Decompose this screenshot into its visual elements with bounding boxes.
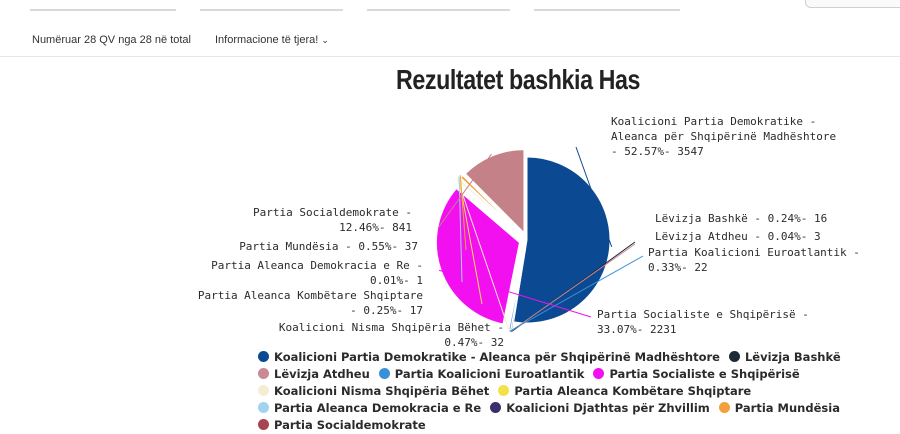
legend-item-partia-mundesia[interactable]: Partia Mundësia <box>718 400 840 417</box>
legend-item-koalicioni-partia-demokratike-aleanca-per-shqiperine-madheshtore[interactable]: Koalicioni Partia Demokratike - Aleanca … <box>258 349 720 366</box>
slice-label: Partia Koalicioni Euroatlantik - 0.33%- 2… <box>648 246 860 274</box>
legend-item-partia-aleanca-demokracia-e-re[interactable]: Partia Aleanca Demokracia e Re <box>258 400 481 417</box>
slice-label-line: Partia Aleanca Kombëtare Shqiptare <box>198 289 423 302</box>
legend-label: Partia Aleanca Demokracia e Re <box>274 401 482 415</box>
more-info-label: Informacione të tjera! <box>215 34 319 46</box>
slice-label-line: Partia Socialdemokrate - <box>253 206 412 219</box>
legend-item-levizja-atdheu[interactable]: Lëvizja Atdheu <box>258 366 370 383</box>
legend-dot-icon <box>258 385 269 396</box>
label-connector <box>510 243 636 332</box>
more-info-dropdown[interactable]: Informacione të tjera! ⌄ <box>215 34 329 46</box>
legend-label: Koalicioni Djathtas për Zhvillim <box>506 401 710 415</box>
slice-label: Partia Aleanca Kombëtare Shqiptare - 0.25… <box>198 289 423 317</box>
legend-label: Partia Socialdemokrate <box>274 418 426 432</box>
legend-dot-icon <box>258 419 269 430</box>
legend-item-partia-socialdemokrate[interactable]: Partia Socialdemokrate <box>258 417 426 434</box>
slice-label-line: Partia Mundësia - 0.55%- 37 <box>239 240 418 253</box>
legend-label: Koalicioni Nisma Shqipëria Bëhet <box>274 384 490 398</box>
top-navigation-bar: Numëruar 28 QV nga 28 në total Informaci… <box>0 0 900 57</box>
slice-labels: Koalicioni Partia Demokratike - Aleanca p… <box>198 115 860 349</box>
tab-underline <box>30 9 176 11</box>
legend-item-koalicioni-djathtas-per-zhvillim[interactable]: Koalicioni Djathtas për Zhvillim <box>490 400 710 417</box>
legend-label: Lëvizja Atdheu <box>274 367 370 381</box>
slice-label-line: - 52.57%- 3547 <box>611 145 704 158</box>
slice-label-line: Partia Aleanca Demokracia e Re - <box>211 259 423 272</box>
label-connector <box>438 269 592 318</box>
slice-label: Koalicioni Partia Demokratike - Aleanca p… <box>611 115 836 158</box>
legend-row: Lëvizja Atdheu Partia Koalicioni Euroatla… <box>258 366 858 383</box>
label-connector <box>459 175 467 251</box>
legend-label: Partia Aleanca Kombëtare Shqiptare <box>514 384 752 398</box>
slice-label-line: 33.07%- 2231 <box>597 323 676 336</box>
legend-label: Partia Socialiste e Shqipërisë <box>609 367 800 381</box>
slice-label: Koalicioni Nisma Shqipëria Bëhet - 0.47%-… <box>279 321 504 349</box>
slice-label: Partia Aleanca Demokracia e Re - 0.01%- 1 <box>211 259 423 287</box>
legend-dot-icon <box>378 368 390 379</box>
label-connector <box>575 146 613 248</box>
slice-label: Lëvizja Atdheu - 0.04%- 3 <box>655 230 821 243</box>
pie-slice-koalicioni-partia-demokratike-aleanca-per-shqiperine-madheshtore[interactable] <box>513 156 611 324</box>
legend-item-koalicioni-nisma-shqiperia-behet[interactable]: Koalicioni Nisma Shqipëria Bëhet <box>258 383 489 400</box>
legend-dot-icon <box>258 402 269 413</box>
slice-label-line: 0.01%- 1 <box>370 274 423 287</box>
legend-dot-icon <box>718 402 730 413</box>
legend-dot-icon <box>258 351 269 362</box>
legend-label: Koalicioni Partia Demokratike - Aleanca … <box>274 350 720 364</box>
legend-item-partia-socialiste-e-shqiperise[interactable]: Partia Socialiste e Shqipërisë <box>593 366 800 383</box>
legend-dot-icon <box>498 385 510 396</box>
slice-label-line: 0.47%- 32 <box>444 336 504 349</box>
counted-stations-text: Numëruar 28 QV nga 28 në total <box>32 34 191 46</box>
tab-underline <box>534 9 680 11</box>
legend-item-levizja-bashke[interactable]: Lëvizja Bashkë <box>728 349 841 366</box>
legend-row: Koalicioni Partia Demokratike - Aleanca … <box>258 349 858 366</box>
chart-title: Rezultatet bashkia Has <box>396 64 641 95</box>
slice-label-line: Koalicioni Nisma Shqipëria Bëhet - <box>279 321 504 334</box>
legend-item-partia-aleanca-kombetare-shqiptare[interactable]: Partia Aleanca Kombëtare Shqiptare <box>498 383 751 400</box>
pie-slice-partia-socialiste-e-shqiperise[interactable] <box>435 187 520 325</box>
slice-label: Partia Mundësia - 0.55%- 37 <box>239 240 418 253</box>
slice-label-line: Lëvizja Atdheu - 0.04%- 3 <box>655 230 821 243</box>
label-connector <box>456 178 510 331</box>
search-box[interactable] <box>805 0 900 8</box>
slice-label-line: Partia Socialiste e Shqipërisë - <box>597 308 809 321</box>
slice-label-line: Aleanca për Shqipërinë Madhështore <box>611 130 836 143</box>
label-connectors <box>437 146 644 333</box>
legend-dot-icon <box>258 368 269 379</box>
label-connector <box>509 255 644 332</box>
label-connector <box>458 176 463 283</box>
slice-label: Lëvizja Bashkë - 0.24%- 16 <box>655 212 827 225</box>
legend-dot-icon <box>728 351 740 362</box>
legend-row: Partia Aleanca Demokracia e Re Koalicioni… <box>258 400 858 417</box>
legend-item-partia-koalicioni-euroatlantik[interactable]: Partia Koalicioni Euroatlantik <box>378 366 585 383</box>
slice-label-line: Lëvizja Bashkë - 0.24%- 16 <box>655 212 827 225</box>
legend-dot-icon <box>490 402 502 413</box>
slice-label-line: 0.33%- 22 <box>648 261 708 274</box>
legend-row: Koalicioni Nisma Shqipëria Bëhet Partia A… <box>258 383 858 400</box>
slice-label-line: 12.46%- 841 <box>339 221 412 234</box>
slice-label: Partia Socialdemokrate - 12.46%- 841 <box>253 206 412 234</box>
legend-label: Lëvizja Bashkë <box>744 350 841 364</box>
pie-slices <box>435 149 611 331</box>
legend-row: Partia Socialdemokrate <box>258 417 858 434</box>
legend-label: Partia Mundësia <box>734 401 840 415</box>
slice-label: Partia Socialiste e Shqipërisë - 33.07%- … <box>597 308 809 336</box>
label-connector <box>437 153 492 229</box>
slice-label-line: - 0.25%- 17 <box>350 304 423 317</box>
tab-underline <box>367 9 510 11</box>
chevron-down-icon: ⌄ <box>321 35 329 45</box>
chart-legend: Koalicioni Partia Demokratike - Aleanca … <box>258 349 858 434</box>
legend-label: Partia Koalicioni Euroatlantik <box>394 367 585 381</box>
slice-label-line: Partia Koalicioni Euroatlantik - <box>648 246 860 259</box>
legend-dot-icon <box>593 368 605 379</box>
tab-underline <box>200 9 343 11</box>
slice-label-line: Koalicioni Partia Demokratike - <box>611 115 816 128</box>
